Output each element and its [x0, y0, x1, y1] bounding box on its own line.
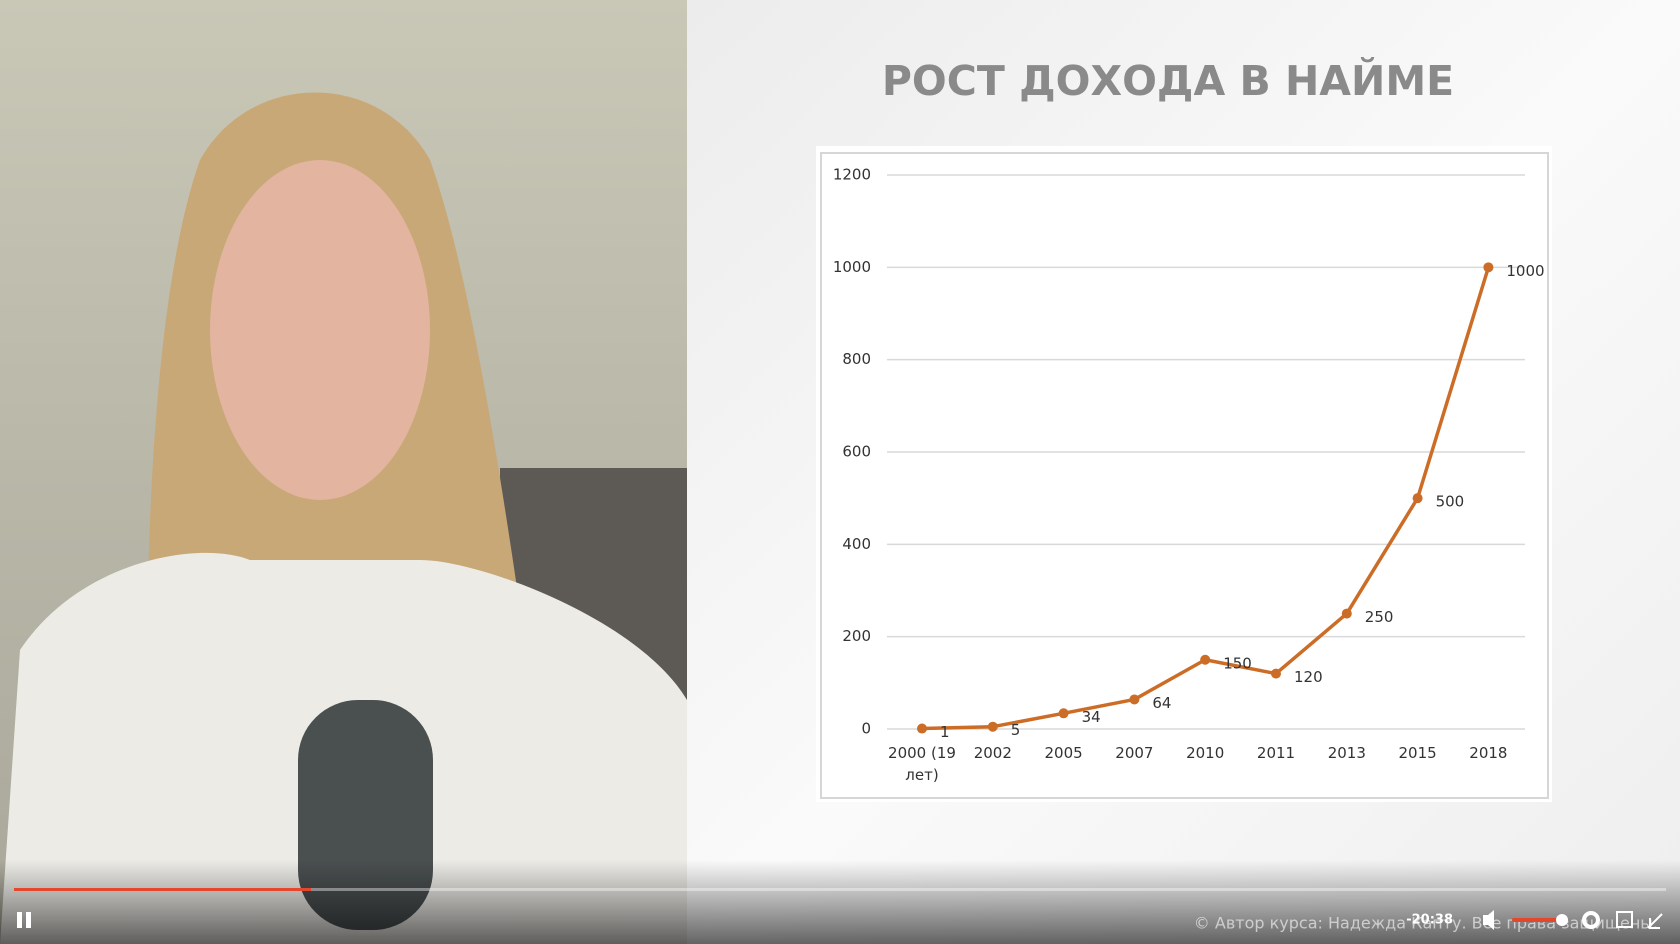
y-tick-label: 400	[842, 535, 871, 553]
fullscreen-exit-button[interactable]	[1647, 913, 1663, 929]
x-tick-label: 2000 (19 лет)	[888, 744, 956, 784]
point	[987, 721, 998, 732]
x-tick-label: 2005	[1044, 744, 1083, 762]
data-label: 500	[1436, 493, 1465, 511]
controls-shade	[0, 860, 1680, 944]
progress-track[interactable]	[14, 888, 1666, 891]
x-tick-label: 2015	[1398, 744, 1437, 762]
x-tick-label: 2002	[973, 744, 1012, 762]
point	[1129, 694, 1140, 705]
x-tick-label: 2010	[1186, 744, 1225, 762]
point	[1271, 668, 1281, 679]
popout-button[interactable]	[1616, 911, 1633, 928]
data-label: 120	[1294, 668, 1323, 686]
data-label: 250	[1365, 608, 1394, 626]
volume-knob	[1556, 914, 1568, 926]
data-label: 64	[1152, 694, 1171, 712]
slide-title: РОСТ ДОХОДА В НАЙМЕ	[882, 57, 1454, 105]
y-tick-label: 600	[842, 443, 871, 461]
data-label: 5	[1011, 721, 1021, 739]
y-tick-label: 800	[842, 350, 871, 368]
x-tick-label: 2007	[1115, 744, 1154, 762]
progress-played	[14, 888, 311, 891]
point	[1483, 262, 1494, 273]
y-tick-label: 0	[861, 720, 871, 738]
point	[1341, 608, 1352, 619]
chart-frame	[820, 152, 1549, 799]
point	[917, 723, 927, 734]
y-tick-label: 1200	[833, 166, 871, 184]
data-label: 1	[940, 723, 950, 741]
x-tick-label: 2013	[1327, 744, 1366, 762]
pause-button[interactable]	[17, 912, 22, 928]
point	[1200, 654, 1211, 665]
data-label: 34	[1082, 708, 1101, 726]
y-tick-label: 1000	[833, 258, 871, 276]
point	[1058, 708, 1069, 719]
y-tick-label: 200	[842, 627, 871, 645]
data-label: 1000	[1506, 262, 1544, 280]
face	[210, 160, 430, 500]
volume-slider[interactable]	[1512, 918, 1564, 922]
x-tick-label: 2018	[1469, 744, 1508, 762]
time-remaining: -20:38	[1406, 913, 1453, 928]
x-tick-label: 2011	[1256, 744, 1296, 762]
volume-button[interactable]	[1483, 910, 1494, 930]
data-label: 150	[1223, 654, 1252, 672]
settings-button[interactable]	[1582, 911, 1600, 929]
point	[1412, 493, 1423, 504]
pause-button-bar	[26, 912, 31, 928]
